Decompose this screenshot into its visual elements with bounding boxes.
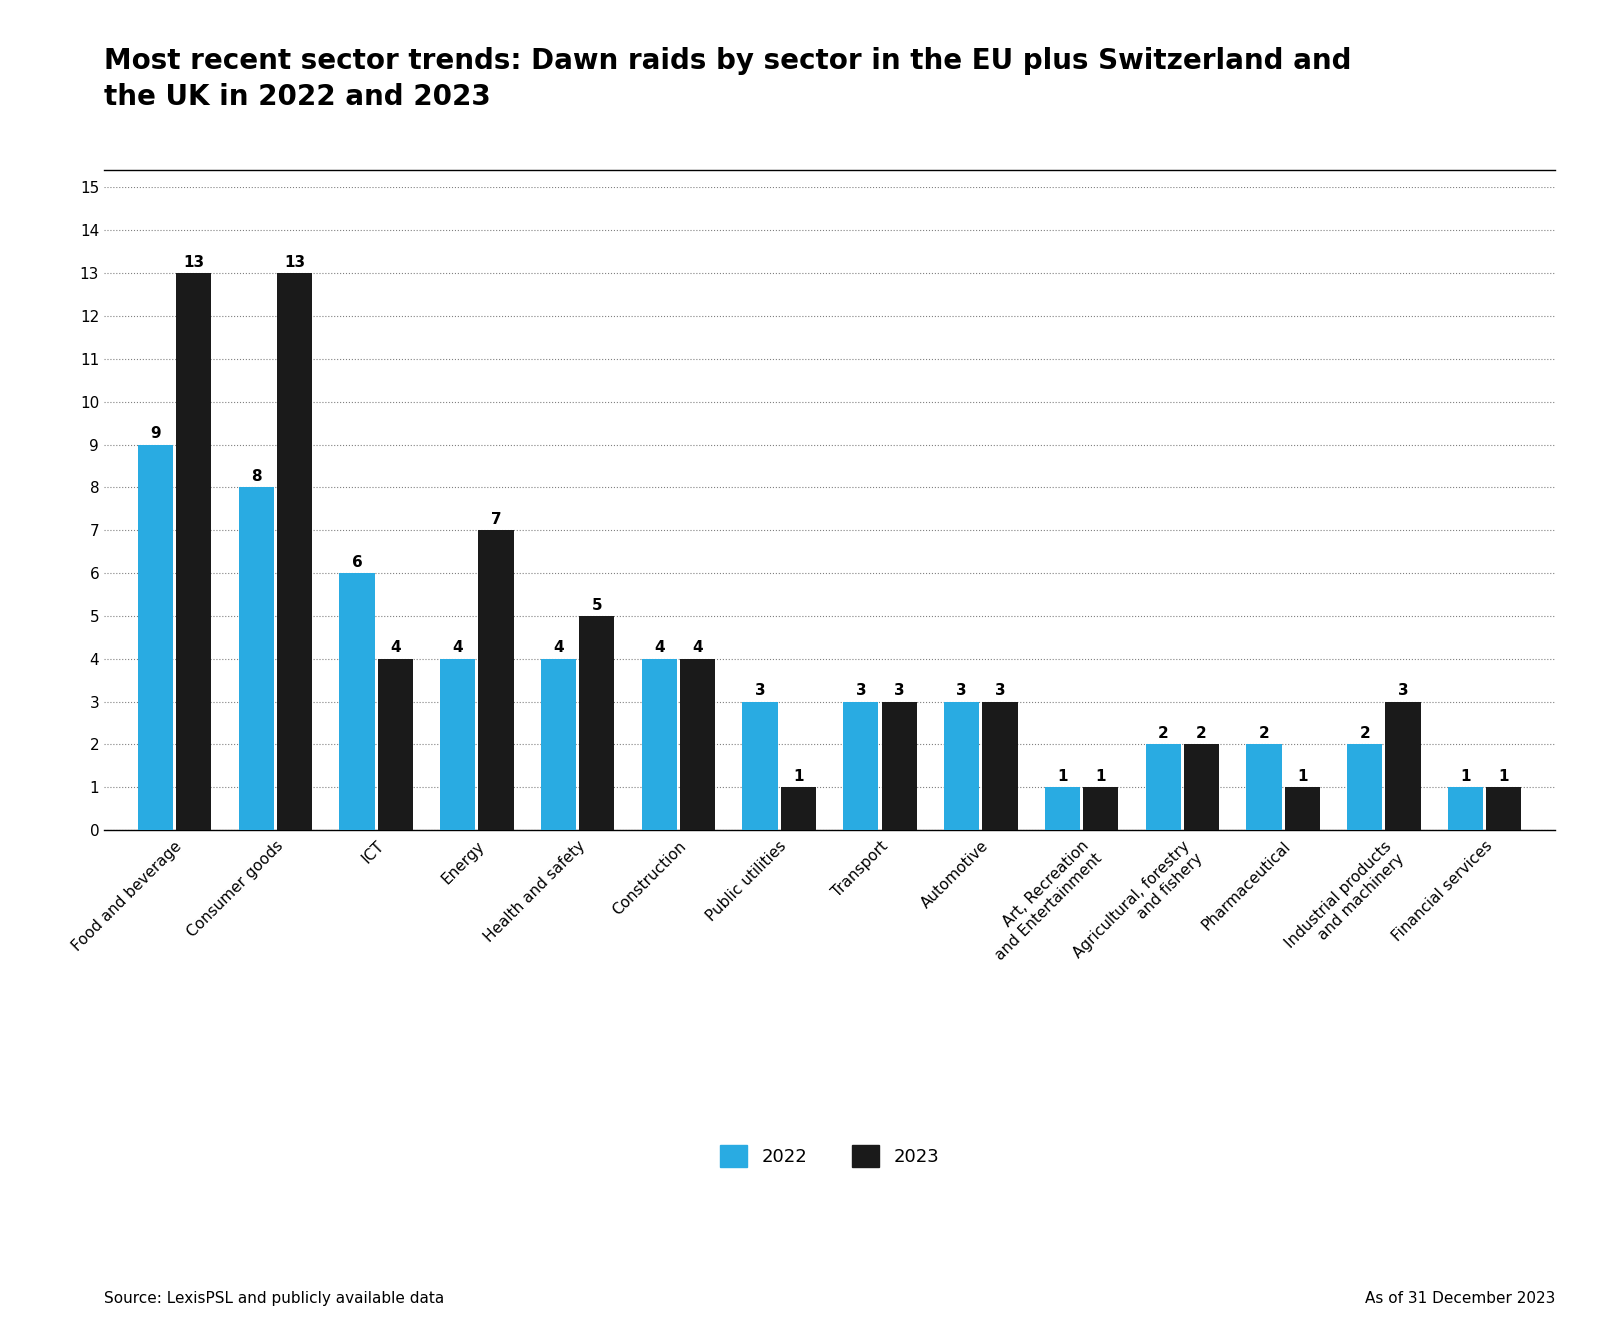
Bar	[1285, 787, 1320, 830]
Bar	[440, 659, 475, 830]
Bar	[1448, 787, 1483, 830]
Text: 8: 8	[251, 469, 261, 483]
Text: 3: 3	[957, 683, 966, 698]
Bar	[1386, 702, 1421, 830]
Text: 7: 7	[491, 511, 501, 526]
Text: 3: 3	[995, 683, 1005, 698]
Bar	[1146, 744, 1181, 830]
Bar	[781, 787, 816, 830]
Text: 2: 2	[1197, 726, 1206, 740]
Text: 6: 6	[352, 554, 362, 569]
Bar	[642, 659, 677, 830]
Text: Most recent sector trends: Dawn raids by sector in the EU plus Switzerland and
t: Most recent sector trends: Dawn raids by…	[104, 47, 1352, 111]
Text: As of 31 December 2023: As of 31 December 2023	[1365, 1291, 1555, 1306]
Text: 2: 2	[1259, 726, 1269, 740]
Text: 9: 9	[150, 426, 160, 441]
Text: 13: 13	[182, 254, 205, 269]
Bar	[478, 530, 514, 830]
Text: 4: 4	[390, 640, 400, 655]
Bar	[882, 702, 917, 830]
Text: 4: 4	[453, 640, 462, 655]
Text: 4: 4	[554, 640, 563, 655]
Bar	[579, 616, 614, 830]
Bar	[541, 659, 576, 830]
Text: 2: 2	[1360, 726, 1370, 740]
Text: 1: 1	[1461, 769, 1470, 783]
Text: 5: 5	[592, 597, 602, 612]
Text: 4: 4	[654, 640, 664, 655]
Text: 3: 3	[1398, 683, 1408, 698]
Text: 3: 3	[856, 683, 866, 698]
Text: 1: 1	[1096, 769, 1106, 783]
Bar	[944, 702, 979, 830]
Legend: 2022, 2023: 2022, 2023	[712, 1138, 947, 1174]
Bar	[1184, 744, 1219, 830]
Bar	[339, 573, 374, 830]
Bar	[742, 702, 778, 830]
Bar	[982, 702, 1018, 830]
Text: 3: 3	[894, 683, 904, 698]
Text: 2: 2	[1158, 726, 1168, 740]
Bar	[277, 273, 312, 830]
Bar	[378, 659, 413, 830]
Bar	[680, 659, 715, 830]
Bar	[176, 273, 211, 830]
Text: 1: 1	[1058, 769, 1067, 783]
Bar	[1246, 744, 1282, 830]
Text: 13: 13	[283, 254, 306, 269]
Bar	[1083, 787, 1118, 830]
Bar	[1486, 787, 1522, 830]
Bar	[238, 487, 274, 830]
Text: 4: 4	[693, 640, 702, 655]
Text: 3: 3	[755, 683, 765, 698]
Bar	[843, 702, 878, 830]
Text: 1: 1	[1298, 769, 1307, 783]
Bar	[138, 445, 173, 830]
Text: 1: 1	[1499, 769, 1509, 783]
Text: 1: 1	[794, 769, 803, 783]
Bar	[1347, 744, 1382, 830]
Text: Source: LexisPSL and publicly available data: Source: LexisPSL and publicly available …	[104, 1291, 445, 1306]
Bar	[1045, 787, 1080, 830]
